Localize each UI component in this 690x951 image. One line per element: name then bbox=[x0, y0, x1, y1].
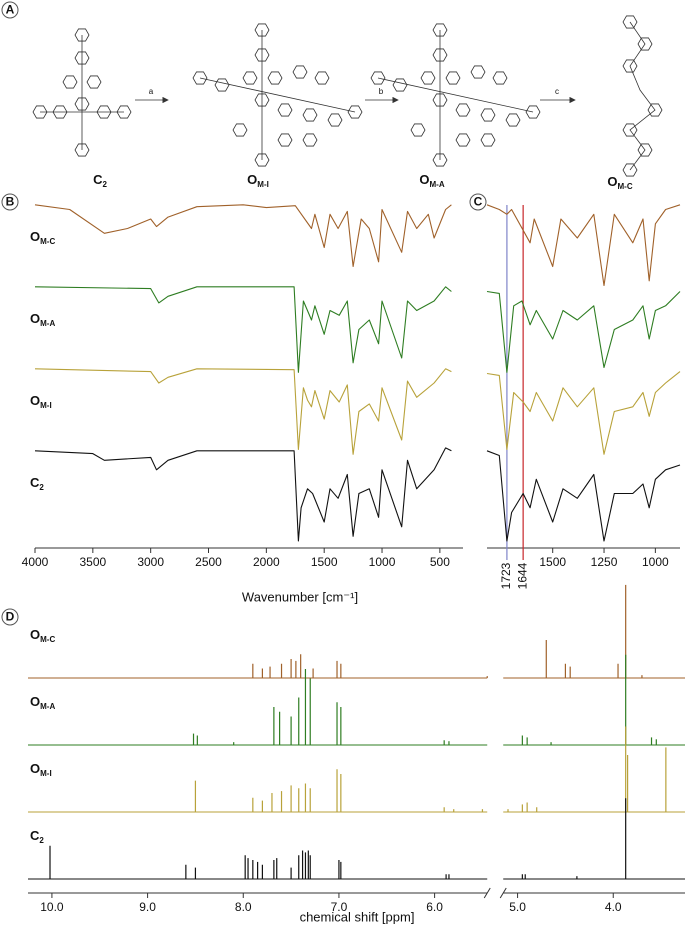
structure-om-c bbox=[622, 15, 663, 177]
ring bbox=[86, 75, 102, 89]
x-tick-label: 1000 bbox=[369, 555, 396, 569]
legend-label: C2 bbox=[30, 828, 44, 845]
ring bbox=[232, 123, 248, 137]
panel-letter: A bbox=[6, 3, 15, 17]
axis-break bbox=[483, 887, 491, 899]
ring bbox=[267, 71, 283, 85]
legend-label: OM-A bbox=[30, 311, 55, 328]
ring bbox=[505, 113, 521, 127]
x-tick-label: 2000 bbox=[253, 555, 280, 569]
spectrum-line bbox=[486, 204, 681, 287]
x-tick-label: 1000 bbox=[642, 555, 669, 569]
panel-circle bbox=[1, 608, 19, 626]
bond bbox=[377, 77, 534, 113]
ring bbox=[455, 133, 471, 147]
panel-letter: C bbox=[474, 195, 483, 209]
x-tick-label: 3000 bbox=[137, 555, 164, 569]
ring bbox=[480, 133, 496, 147]
spectrum-line bbox=[34, 368, 452, 455]
x-tick-label: 9.0 bbox=[139, 900, 156, 914]
ring bbox=[445, 71, 461, 85]
legend-label: C2 bbox=[30, 475, 44, 492]
x-tick-label: 10.0 bbox=[40, 900, 64, 914]
ring bbox=[327, 113, 343, 127]
compound-label: C2 bbox=[93, 172, 107, 189]
legend-label: OM-C bbox=[30, 229, 55, 246]
bond bbox=[629, 21, 656, 171]
panel-circle bbox=[1, 1, 19, 19]
ring bbox=[470, 65, 486, 79]
spectrum-line bbox=[34, 204, 452, 268]
spectrum-line bbox=[34, 447, 452, 542]
bond bbox=[199, 77, 356, 113]
reaction-arrows: a b c bbox=[135, 87, 576, 104]
compound-label: OM-I bbox=[247, 172, 269, 189]
x-tick-label: 8.0 bbox=[235, 900, 252, 914]
spectrum-line bbox=[486, 371, 681, 455]
ring bbox=[214, 78, 230, 92]
legend-label: OM-C bbox=[30, 627, 55, 644]
structure-c2 bbox=[32, 28, 132, 157]
ring bbox=[292, 65, 308, 79]
compound-label: OM-C bbox=[607, 174, 632, 191]
x-tick-label: 1500 bbox=[539, 555, 566, 569]
ring bbox=[420, 71, 436, 85]
ring bbox=[302, 108, 318, 122]
ring bbox=[277, 103, 293, 117]
x-axis-label: Wavenumber [cm⁻¹] bbox=[242, 589, 358, 604]
x-axis-label: chemical shift [ppm] bbox=[300, 909, 415, 924]
spectrum-line bbox=[34, 286, 452, 373]
x-tick-label: 4.0 bbox=[605, 900, 622, 914]
ring bbox=[492, 71, 508, 85]
annotation-label: 1644 bbox=[515, 562, 529, 589]
annotation-label: 1723 bbox=[499, 562, 513, 589]
legend-label: OM-I bbox=[30, 761, 52, 778]
x-tick-label: 3500 bbox=[79, 555, 106, 569]
step-label: a bbox=[149, 87, 154, 96]
panel-labels: A B C D bbox=[1, 1, 487, 626]
x-tick-label: 7.0 bbox=[331, 900, 348, 914]
x-tick-label: 1500 bbox=[311, 555, 338, 569]
ring bbox=[410, 123, 426, 137]
panel-letter: D bbox=[6, 610, 15, 624]
x-tick-label: 2500 bbox=[195, 555, 222, 569]
ring bbox=[302, 133, 318, 147]
ring bbox=[455, 103, 471, 117]
ring bbox=[392, 78, 408, 92]
ring bbox=[62, 75, 78, 89]
ring bbox=[480, 108, 496, 122]
ring bbox=[314, 71, 330, 85]
spectrum-line bbox=[486, 290, 681, 373]
panel-letter: B bbox=[6, 195, 15, 209]
x-tick-label: 1250 bbox=[591, 555, 618, 569]
spectrum-line bbox=[486, 450, 681, 542]
step-label: c bbox=[555, 87, 559, 96]
ring bbox=[277, 133, 293, 147]
compound-label: OM-A bbox=[419, 172, 444, 189]
x-tick-label: 6.0 bbox=[426, 900, 443, 914]
legend-label: OM-A bbox=[30, 694, 55, 711]
x-tick-label: 500 bbox=[430, 555, 450, 569]
structure-om-a bbox=[370, 23, 541, 167]
panel-circle bbox=[469, 193, 487, 211]
legend-label: OM-I bbox=[30, 393, 52, 410]
structure-om-i bbox=[192, 23, 363, 167]
ring bbox=[242, 71, 258, 85]
step-label: b bbox=[379, 87, 384, 96]
x-tick-label: 4000 bbox=[22, 555, 49, 569]
panel-circle bbox=[1, 193, 19, 211]
axis-break bbox=[499, 887, 507, 899]
x-tick-label: 5.0 bbox=[509, 900, 526, 914]
